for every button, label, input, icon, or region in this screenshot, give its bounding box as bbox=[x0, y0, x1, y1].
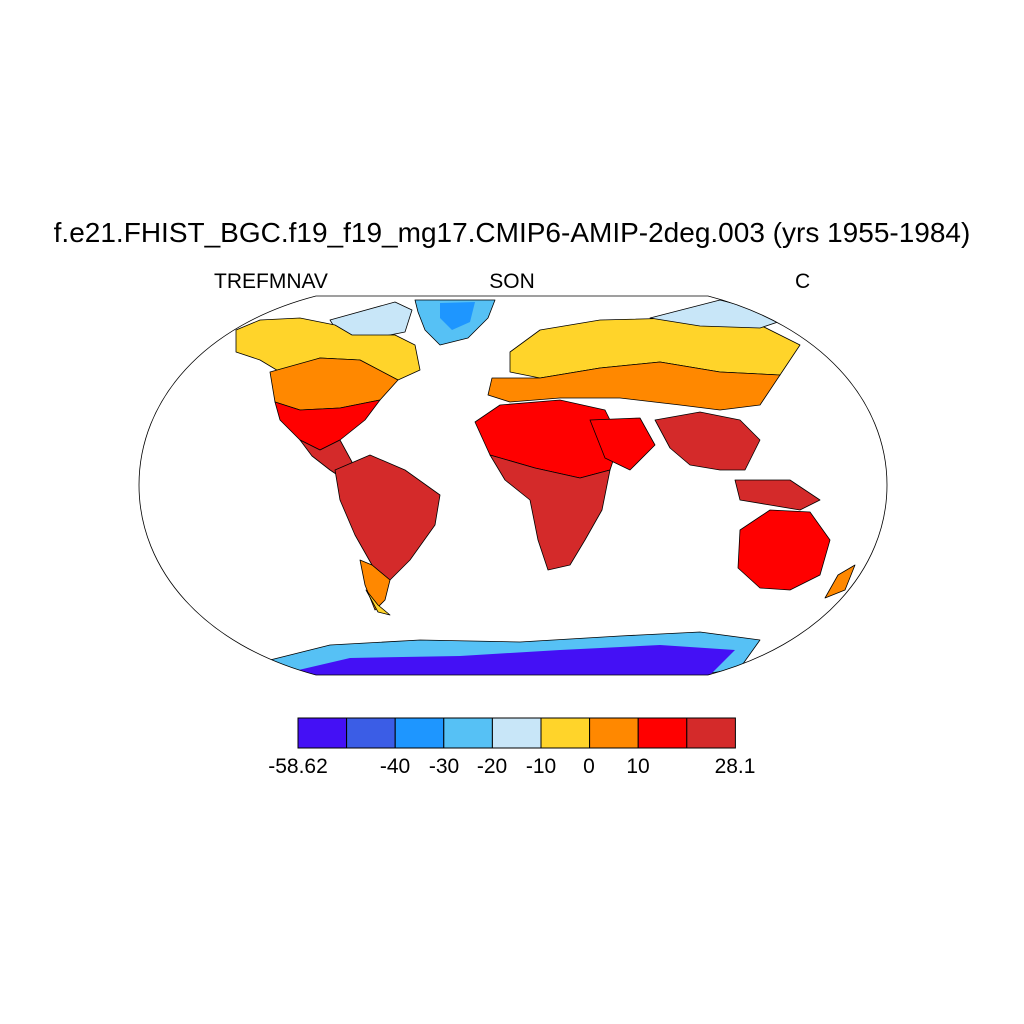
siberia-coldest bbox=[649, 299, 791, 329]
colorbar-label: -58.62 bbox=[268, 755, 328, 778]
colorbar-swatch bbox=[443, 717, 493, 749]
colorbar-swatch bbox=[589, 717, 639, 749]
units-label: C bbox=[795, 270, 811, 293]
colorbar-swatch bbox=[686, 717, 736, 749]
colorbar-swatch bbox=[637, 717, 688, 749]
south-asia bbox=[654, 411, 761, 471]
season-label: SON bbox=[489, 270, 535, 293]
colorbar-swatch bbox=[491, 717, 542, 749]
africa-central bbox=[489, 454, 611, 571]
colorbar-label: 28.1 bbox=[714, 755, 756, 778]
australia bbox=[737, 509, 831, 591]
colorbar-swatch bbox=[297, 717, 348, 749]
colorbar-label: -40 bbox=[379, 755, 411, 778]
colorbar-label: -10 bbox=[525, 755, 557, 778]
colorbar-swatch bbox=[540, 717, 591, 749]
colorbar-label: -30 bbox=[428, 755, 460, 778]
south-america-hot bbox=[334, 454, 441, 581]
new-zealand bbox=[824, 564, 856, 599]
eurasia-mid bbox=[487, 361, 781, 411]
north-america-cold bbox=[235, 317, 421, 381]
southeast-asia-islands bbox=[734, 479, 821, 511]
north-america-warm bbox=[274, 399, 381, 451]
map-title: f.e21.FHIST_BGC.f19_f19_mg17.CMIP6-AMIP-… bbox=[53, 217, 971, 248]
south-america-mid bbox=[359, 559, 391, 611]
colorbar-label: 0 bbox=[583, 755, 595, 778]
colorbar-swatch bbox=[394, 717, 445, 749]
greenland-interior bbox=[440, 302, 475, 330]
colorbar-label: -20 bbox=[476, 755, 508, 778]
south-america-tip bbox=[365, 589, 391, 616]
map-boundary bbox=[138, 295, 888, 676]
colorbar bbox=[297, 717, 736, 749]
arabia bbox=[589, 417, 656, 471]
colorbar-swatch bbox=[346, 717, 396, 749]
antarctica-interior bbox=[290, 645, 735, 675]
variable-name: TREFMNAV bbox=[214, 270, 328, 293]
colorbar-label: 10 bbox=[626, 755, 650, 778]
